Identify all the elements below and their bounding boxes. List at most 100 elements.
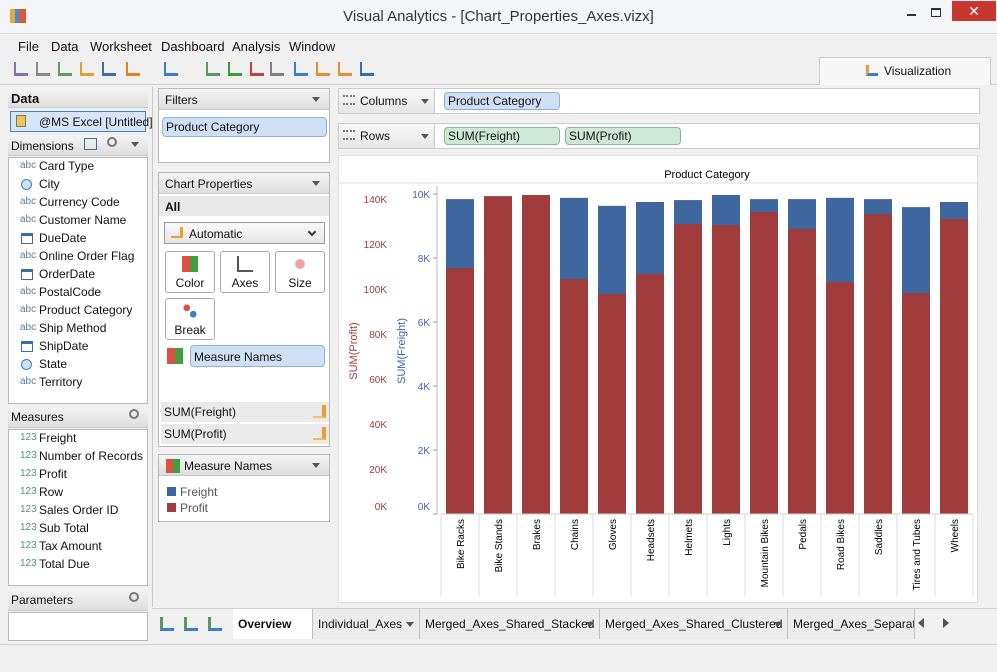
toolbar-button[interactable] (270, 62, 284, 76)
sheet-tab[interactable]: Overview (233, 609, 313, 639)
toolbar-button[interactable] (316, 62, 330, 76)
menu-item[interactable]: Dashboard (161, 39, 225, 54)
dropdown-arrow[interactable] (131, 142, 139, 147)
x-tick-label: Wheels (950, 519, 961, 552)
toolbar-button[interactable] (338, 62, 352, 76)
measure-item[interactable]: Number of Records (39, 449, 144, 463)
measure-row[interactable]: SUM(Profit) (161, 424, 329, 444)
toolbar-button[interactable] (14, 62, 28, 76)
app-icon (10, 9, 26, 23)
dimension-item[interactable]: Ship Method (39, 321, 107, 335)
dropdown-arrow[interactable] (406, 622, 414, 627)
property-button[interactable]: Axes (220, 251, 270, 293)
dropdown-arrow[interactable] (312, 97, 320, 102)
measure-item[interactable]: Total Due (39, 557, 90, 571)
sheet-tab[interactable]: Merged_Axes_Shared_Stacked (420, 609, 600, 639)
mark-type-select[interactable]: Automatic (164, 222, 325, 244)
measure-item[interactable]: Freight (39, 431, 77, 445)
dropdown-arrow[interactable] (312, 463, 320, 468)
search-icon[interactable] (129, 409, 139, 419)
dimension-item[interactable]: Territory (39, 375, 83, 389)
legend-label[interactable]: Profit (180, 501, 209, 515)
sheet-tool[interactable] (184, 617, 198, 631)
dimension-item[interactable]: Card Type (39, 159, 95, 173)
toolbar-button[interactable] (80, 62, 94, 76)
filter-pill[interactable]: Product Category (162, 117, 327, 137)
toolbar-button[interactable] (294, 62, 308, 76)
close-button[interactable]: ✕ (952, 1, 996, 21)
measure-item[interactable]: Row (39, 485, 64, 499)
toolbar-button[interactable] (36, 62, 50, 76)
minimize-button[interactable] (898, 4, 926, 22)
view-toggle[interactable] (84, 138, 97, 150)
dropdown-arrow[interactable] (774, 622, 782, 627)
toolbar-button[interactable] (102, 62, 116, 76)
bar (598, 293, 626, 514)
menu-item[interactable]: Analysis (232, 39, 281, 54)
dimension-item[interactable]: State (39, 357, 68, 371)
measures-header (8, 406, 148, 428)
menu-item[interactable]: Window (289, 39, 336, 54)
status-bar (0, 644, 997, 672)
dimension-item[interactable]: Currency Code (39, 195, 120, 209)
measure-item[interactable]: Tax Amount (39, 539, 102, 553)
measure-names-pill[interactable]: Measure Names (190, 345, 325, 367)
data-source[interactable]: @MS Excel [Untitled] (10, 111, 153, 132)
measure-row[interactable]: SUM(Freight) (161, 402, 329, 422)
tab-scroll-right[interactable] (943, 618, 949, 628)
tab-scroll-left[interactable] (918, 618, 924, 628)
type-icon: abc (20, 376, 37, 387)
toolbar-button[interactable] (58, 62, 72, 76)
bar (902, 293, 930, 514)
scope-bar[interactable]: All (159, 196, 329, 216)
toolbar-button[interactable] (206, 62, 220, 76)
dimension-item[interactable]: DueDate (39, 231, 87, 245)
search-icon[interactable] (107, 137, 117, 147)
row-pill[interactable]: SUM(Profit) (565, 127, 681, 145)
dropdown-arrow[interactable] (312, 181, 320, 186)
legend-label[interactable]: Freight (180, 485, 218, 499)
measure-row-icon (313, 427, 326, 440)
dimension-item[interactable]: Customer Name (39, 213, 127, 227)
sheet-tool[interactable] (160, 617, 174, 631)
geo-icon (21, 359, 32, 370)
bar (636, 273, 664, 514)
dropdown-arrow[interactable] (421, 134, 429, 139)
measure-item[interactable]: Profit (39, 467, 68, 481)
sheet-tab[interactable]: Individual_Axes (313, 609, 420, 639)
visualization-tab[interactable] (819, 57, 991, 85)
chart-area: Product Category SUM(Profit) SUM(Freight) 0… (338, 155, 979, 603)
dimension-item[interactable]: Product Category (39, 303, 133, 317)
row-pill[interactable]: SUM(Freight) (444, 127, 560, 145)
sheet-tab[interactable]: Merged_Axes_Separate (788, 609, 915, 639)
toolbar-button[interactable] (360, 62, 374, 76)
toolbar-button[interactable] (126, 62, 140, 76)
column-pill[interactable]: Product Category (444, 92, 560, 110)
menu-item[interactable]: Data (51, 39, 79, 54)
search-icon[interactable] (129, 592, 139, 602)
dimension-item[interactable]: OrderDate (39, 267, 96, 281)
maximize-button[interactable] (922, 4, 950, 22)
data-title: Data (11, 91, 40, 106)
dimension-item[interactable]: Online Order Flag (39, 249, 135, 263)
dimension-item[interactable]: PostalCode (39, 285, 102, 299)
menu-item[interactable]: File (18, 39, 39, 54)
type-icon: 123 (20, 540, 37, 551)
measure-item[interactable]: Sub Total (39, 521, 89, 535)
sheet-tab[interactable]: Merged_Axes_Shared_Clustered (600, 609, 788, 639)
dropdown-arrow[interactable] (421, 99, 429, 104)
type-icon: 123 (20, 468, 37, 479)
sheet-tool[interactable] (208, 617, 222, 631)
toolbar-button[interactable] (228, 62, 242, 76)
dropdown-arrow[interactable] (586, 622, 594, 627)
toolbar-button[interactable] (250, 62, 264, 76)
measure-item[interactable]: Sales Order ID (39, 503, 119, 517)
dimension-item[interactable]: City (39, 177, 60, 191)
measure-row-icon (313, 405, 326, 418)
filters-header (159, 89, 329, 110)
menu-item[interactable]: Worksheet (90, 39, 152, 54)
legend-swatch (167, 503, 176, 512)
toolbar-button[interactable] (164, 62, 178, 76)
dimension-item[interactable]: ShipDate (39, 339, 89, 353)
